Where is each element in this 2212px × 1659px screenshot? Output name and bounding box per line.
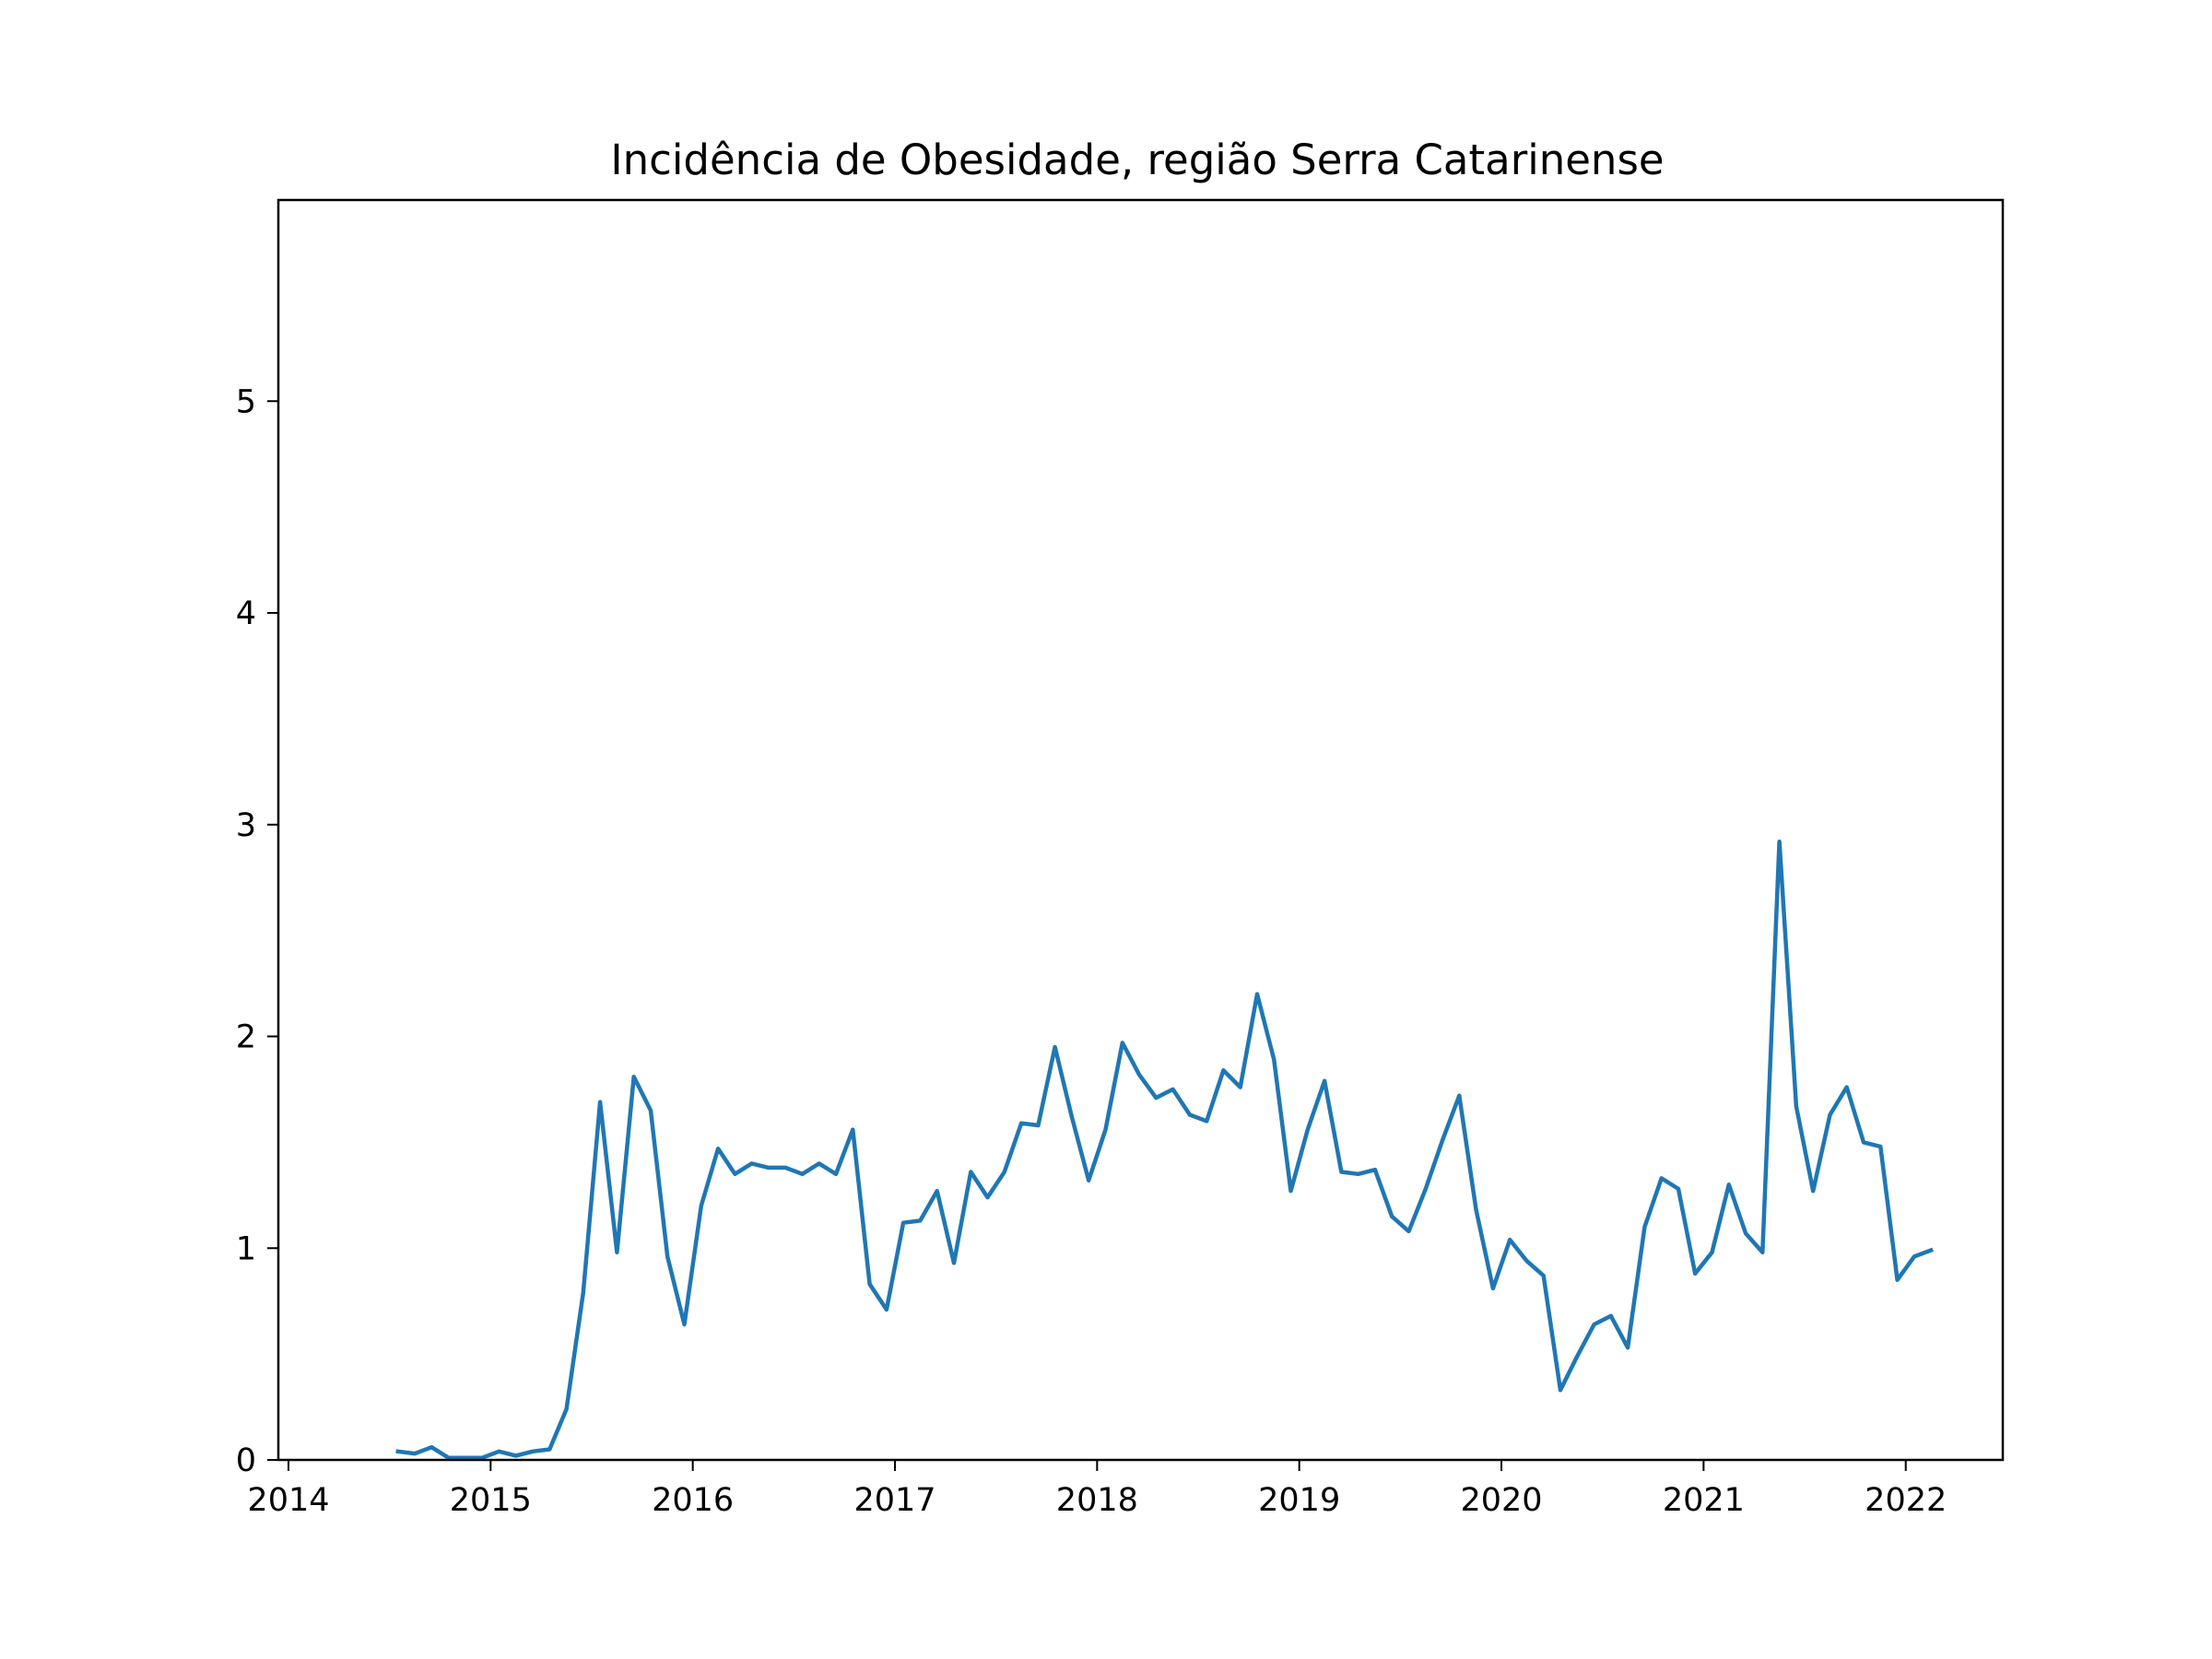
x-tick-label: 2015 bbox=[450, 1482, 532, 1519]
y-tick-label: 2 bbox=[236, 1019, 256, 1056]
series-line bbox=[395, 839, 1935, 1460]
y-tick-label: 5 bbox=[236, 383, 256, 420]
y-axis: 0 1 2 3 4 5 bbox=[236, 383, 278, 1479]
x-tick-label: 2017 bbox=[853, 1482, 935, 1519]
x-tick-label: 2018 bbox=[1056, 1482, 1138, 1519]
y-tick-label: 0 bbox=[236, 1442, 256, 1479]
y-tick-label: 1 bbox=[236, 1230, 256, 1267]
x-axis: 2014 2015 2016 2017 2018 2019 2020 2021 2022 bbox=[247, 1460, 1947, 1519]
x-tick-label: 2019 bbox=[1258, 1482, 1340, 1519]
y-tick-label: 3 bbox=[236, 807, 256, 844]
x-tick-label: 2020 bbox=[1460, 1482, 1542, 1519]
chart-title: Incidência de Obesidade, região Serra Ca… bbox=[610, 135, 1664, 184]
x-tick-label: 2016 bbox=[652, 1482, 734, 1519]
y-tick-label: 4 bbox=[236, 595, 256, 632]
x-tick-label: 2014 bbox=[247, 1482, 329, 1519]
x-tick-label: 2021 bbox=[1663, 1482, 1745, 1519]
plot-area bbox=[276, 198, 2005, 1462]
axes-frame bbox=[276, 198, 2005, 1462]
x-tick-label: 2022 bbox=[1865, 1482, 1947, 1519]
